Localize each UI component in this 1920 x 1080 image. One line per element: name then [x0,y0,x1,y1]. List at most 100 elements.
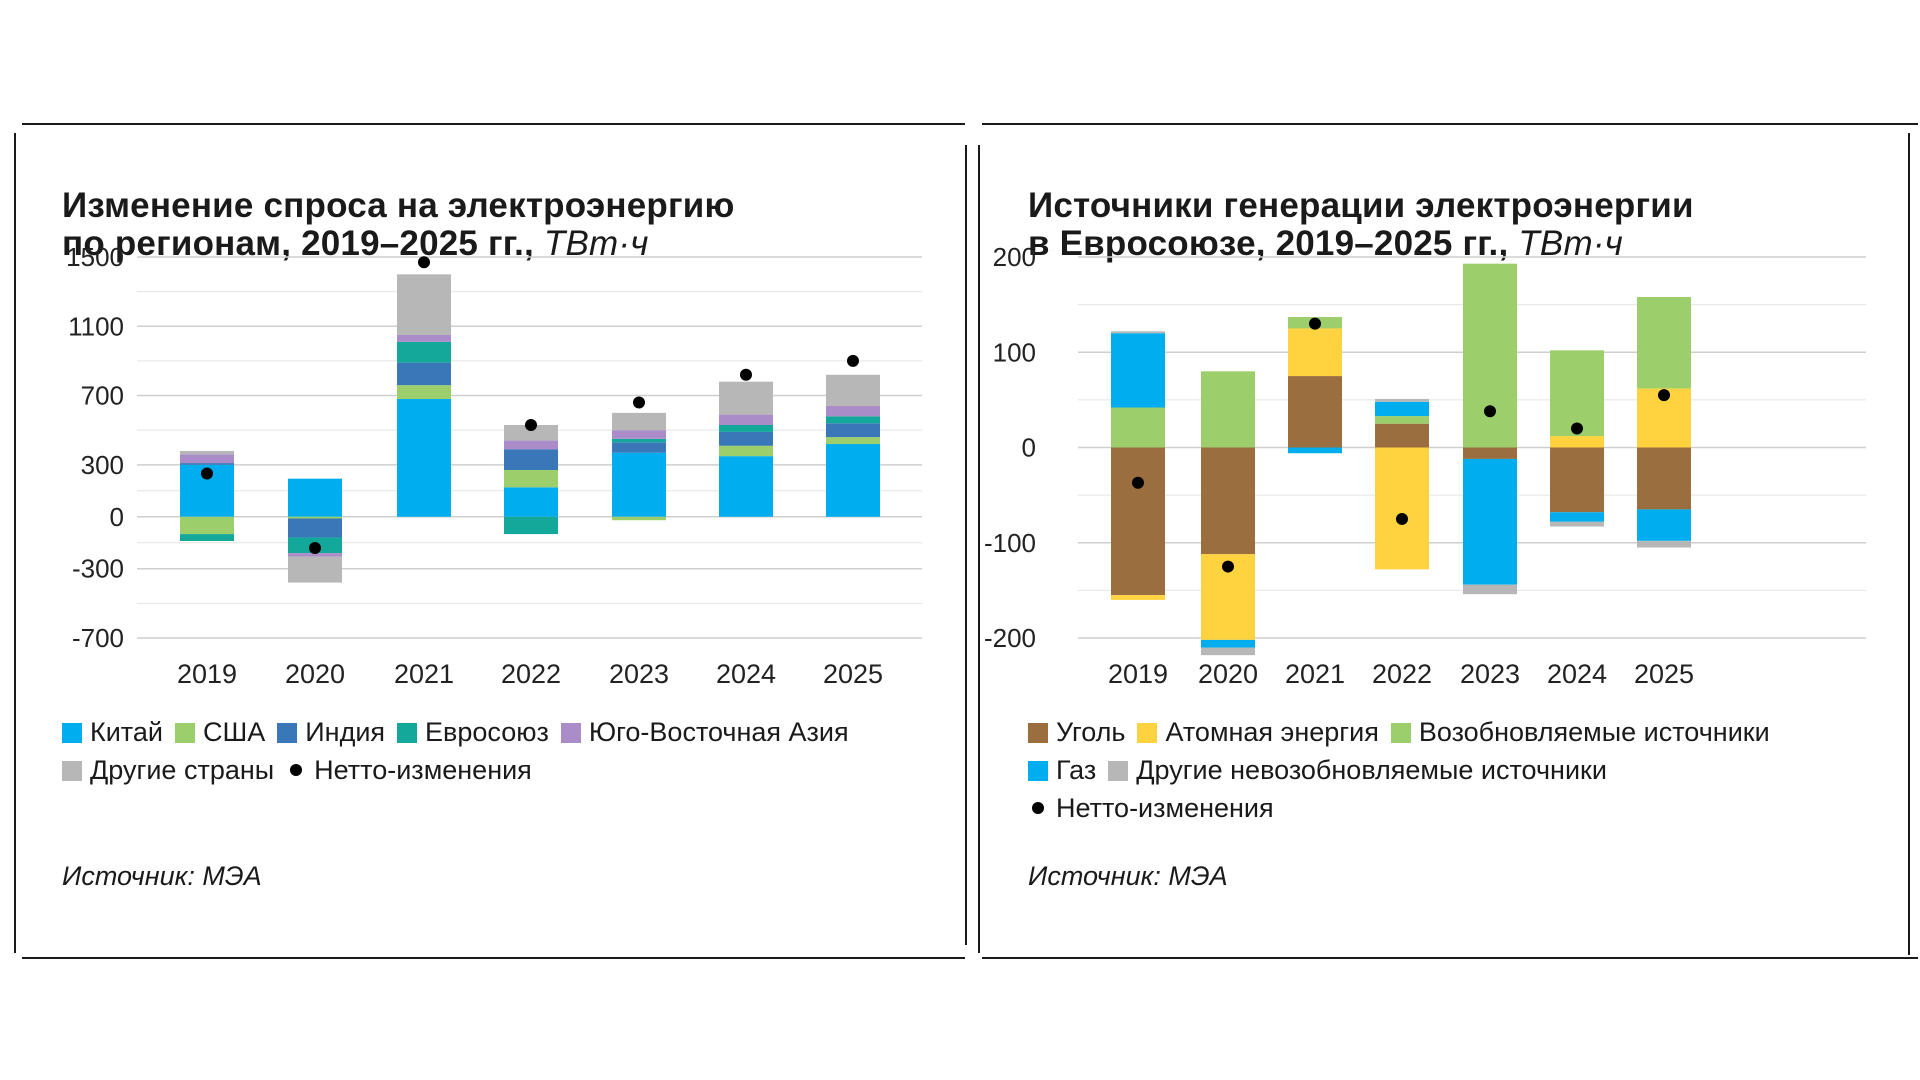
legend-swatch [560,723,581,743]
y-tick-label: -300 [72,554,124,584]
bar-segment [1111,595,1165,600]
x-tick-label: 2025 [823,659,883,689]
legend-swatch [397,723,418,743]
bar-segment [1463,584,1517,595]
bar-segment [288,516,342,519]
bar-segment [1637,297,1691,389]
y-tick-label: 100 [993,337,1036,367]
bar-segment [1463,458,1517,585]
legend-dot-marker [290,764,303,776]
bar-segment [180,516,234,535]
bar-segment [180,454,234,464]
right-rule [1908,133,1910,955]
bar-segment [1201,639,1255,648]
bar-segment [1375,401,1429,417]
legend-label: Газ [1056,755,1097,785]
bottom-rule [982,957,1918,959]
legend-item: Атомная энергия [1137,713,1379,751]
x-tick-label: 2024 [1547,659,1607,689]
net-change-point [740,368,752,381]
bar-segment [826,444,880,517]
legend-swatch [1137,723,1158,743]
y-tick-label: -200 [984,623,1036,653]
source-note: Источник: МЭА [62,861,262,891]
y-tick-label: 0 [110,502,124,532]
bar-segment [504,516,558,535]
bar-segment [1111,331,1165,334]
x-tick-label: 2020 [1198,659,1258,689]
bar-segment [826,423,880,438]
bar-segment [612,452,666,517]
bar-segment [826,374,880,406]
bar-segment [504,487,558,517]
legend-item: Китай [62,713,163,751]
chart-title: Источники генерации электроэнергии в Евр… [1028,186,1694,263]
legend-label: Нетто-изменения [1056,793,1274,823]
bar-segment [719,445,773,457]
bar-segment [397,385,451,400]
bar-segment [826,437,880,445]
legend-swatch [1028,723,1048,743]
x-tick-label: 2022 [1372,659,1432,689]
bar-segment [1550,350,1604,437]
bar-segment [397,334,451,342]
legend-dot-marker [1032,802,1044,814]
net-change-point [1396,512,1408,525]
bar-segment [1201,447,1255,555]
net-change-point [525,418,537,431]
bottom-rule [22,957,965,959]
bar-segment [1201,371,1255,448]
bar-segment [1550,512,1604,522]
bar-segment [612,438,666,443]
legend-swatch [62,723,82,743]
legend-label: Другие невозобновляемые источники [1136,755,1607,785]
bar-segment [612,516,666,521]
bar-segment [397,362,451,386]
y-tick-label: 0 [1022,433,1036,463]
bar-segment [826,405,880,417]
bar-segment [1288,328,1342,377]
chart-legend: Китай США Индия Евросоюз Юго-Восточная Азия Д… [62,713,952,789]
legend-item: Уголь [1028,713,1125,751]
bar-segment [1463,263,1517,448]
bar-segment [1637,447,1691,510]
legend-label: Атомная энергия [1165,717,1379,747]
bar-segment [1201,647,1255,656]
left-rule [14,133,16,953]
bar-segment [288,478,342,517]
legend-item: Индия [277,713,385,751]
generation-bar-chart: 200 100 0 -100 -200 2019 2020 2021 2022 2023 2024 2… [984,242,1866,689]
demand-bar-chart: 1500 1100 700 300 0 -300 -700 2019 2020 2021 2022 2… [66,242,922,689]
generation-chart-panel: Источники генерации электроэнергии в Евр… [978,123,1920,959]
y-tick-label: -700 [72,623,124,653]
y-tick-label: 700 [81,381,124,411]
legend-swatch [277,723,298,743]
legend-label: Юго-Восточная Азия [588,717,849,747]
bar-segment [288,556,342,583]
x-tick-label: 2021 [394,659,454,689]
bar-segment [504,424,558,441]
legend-label: Уголь [1056,717,1126,747]
demand-chart-panel: Изменение спроса на электроэнергию по ре… [12,123,967,959]
bar-segment [504,449,558,471]
legend-swatch [1108,761,1129,781]
top-rule [22,123,965,125]
legend-item: Другие невозобновляемые источники [1108,751,1607,789]
bar-segment [288,518,342,538]
bar-segment [180,534,234,542]
bar-segment [612,442,666,453]
chart-title: Изменение спроса на электроэнергию по ре… [62,186,735,263]
bar-segment [1288,447,1342,454]
bar-segment [1375,447,1429,570]
legend-swatch [1390,723,1411,743]
legend-label: Индия [305,717,386,747]
bar-segment [719,431,773,446]
legend-item: Евросоюз [397,713,549,751]
legend-item: Нетто-изменения [286,751,532,789]
net-change-point [1658,389,1670,402]
bar-segment [1463,447,1517,459]
right-rule [965,145,967,945]
net-change-point [309,541,321,554]
legend-item: США [174,713,265,751]
x-tick-label: 2021 [1285,659,1345,689]
